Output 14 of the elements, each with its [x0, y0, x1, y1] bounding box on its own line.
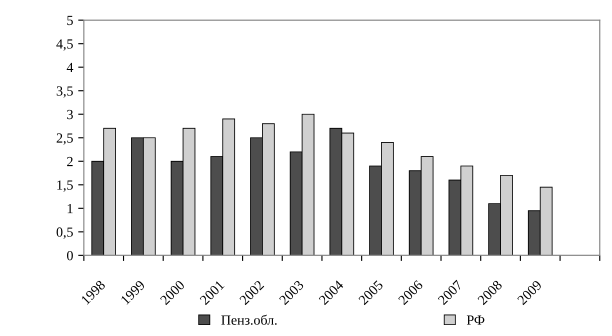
y-tick-label: 0: [67, 250, 73, 260]
y-tick-label: 1,5: [57, 180, 73, 192]
y-tick-label: 4,5: [56, 39, 73, 51]
legend-label: Пенз.обл.: [221, 314, 277, 325]
y-tick-label: 1: [68, 204, 73, 214]
y-tick-label: 3,5: [56, 86, 73, 98]
y-tick-label: 0,5: [56, 227, 73, 239]
y-tick-label: 4: [66, 62, 74, 72]
y-tick-label: 2,5: [56, 133, 73, 145]
y-tick-label: 5: [67, 16, 73, 26]
legend-label: РФ: [466, 316, 484, 325]
x-tick-label: 2001: [199, 280, 225, 306]
y-tick-label: 2: [67, 156, 73, 166]
y-tick-label: 3: [67, 110, 73, 120]
